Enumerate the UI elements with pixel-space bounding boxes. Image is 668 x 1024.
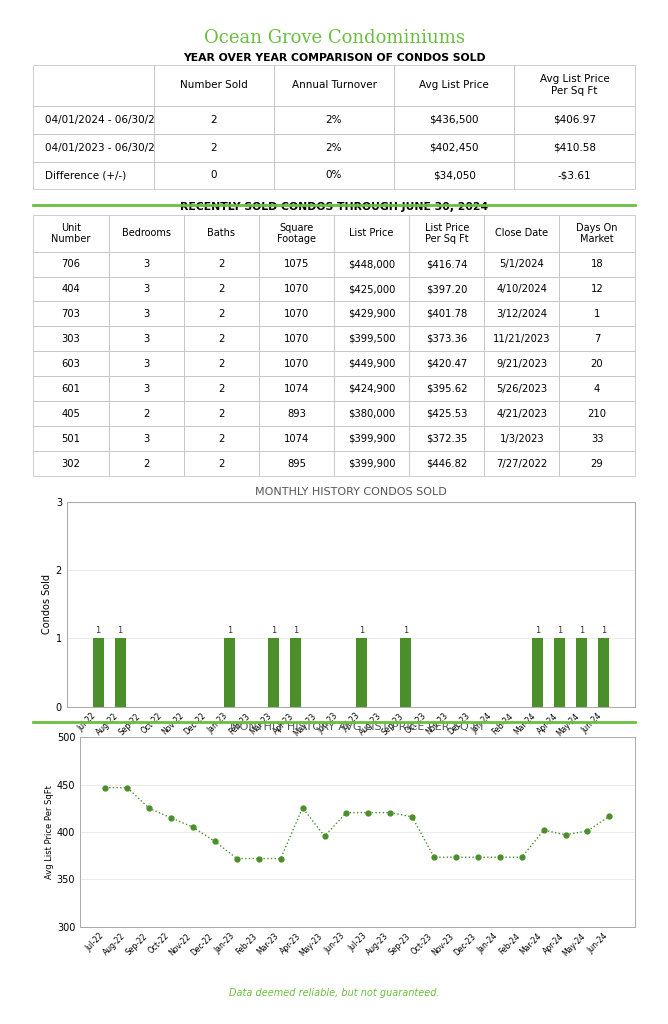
Bar xyxy=(291,638,301,707)
Bar xyxy=(554,638,565,707)
Text: 1: 1 xyxy=(535,626,540,635)
Text: 1: 1 xyxy=(601,626,606,635)
Bar xyxy=(598,638,609,707)
Text: Ocean Grove Condominiums: Ocean Grove Condominiums xyxy=(204,29,464,47)
Y-axis label: Avg List Price Per SqFt: Avg List Price Per SqFt xyxy=(45,785,54,879)
Text: 1: 1 xyxy=(118,626,123,635)
Text: 1: 1 xyxy=(359,626,364,635)
Text: 1: 1 xyxy=(403,626,408,635)
Text: 1: 1 xyxy=(227,626,232,635)
Text: RECENTLY SOLD CONDOS THROUGH JUNE 30, 2024: RECENTLY SOLD CONDOS THROUGH JUNE 30, 20… xyxy=(180,203,488,212)
Bar xyxy=(224,638,235,707)
Bar xyxy=(93,638,104,707)
Text: 1: 1 xyxy=(96,626,101,635)
Text: Data deemed reliable, but not guaranteed.: Data deemed reliable, but not guaranteed… xyxy=(228,988,440,998)
Title: MONTHLY HISTORY AVG LIST PRICE PER SQ FT: MONTHLY HISTORY AVG LIST PRICE PER SQ FT xyxy=(230,722,485,732)
Title: MONTHLY HISTORY CONDOS SOLD: MONTHLY HISTORY CONDOS SOLD xyxy=(255,486,447,497)
Bar xyxy=(576,638,587,707)
Text: YEAR OVER YEAR COMPARISON OF CONDOS SOLD: YEAR OVER YEAR COMPARISON OF CONDOS SOLD xyxy=(182,53,486,63)
Text: 1: 1 xyxy=(271,626,277,635)
Text: 1: 1 xyxy=(556,626,562,635)
Text: 1: 1 xyxy=(578,626,584,635)
Text: 1: 1 xyxy=(293,626,299,635)
Bar xyxy=(400,638,411,707)
Bar xyxy=(532,638,543,707)
Bar xyxy=(356,638,367,707)
Bar xyxy=(269,638,279,707)
Y-axis label: Condos Sold: Condos Sold xyxy=(41,574,51,634)
Bar xyxy=(115,638,126,707)
Bar xyxy=(67,502,635,707)
